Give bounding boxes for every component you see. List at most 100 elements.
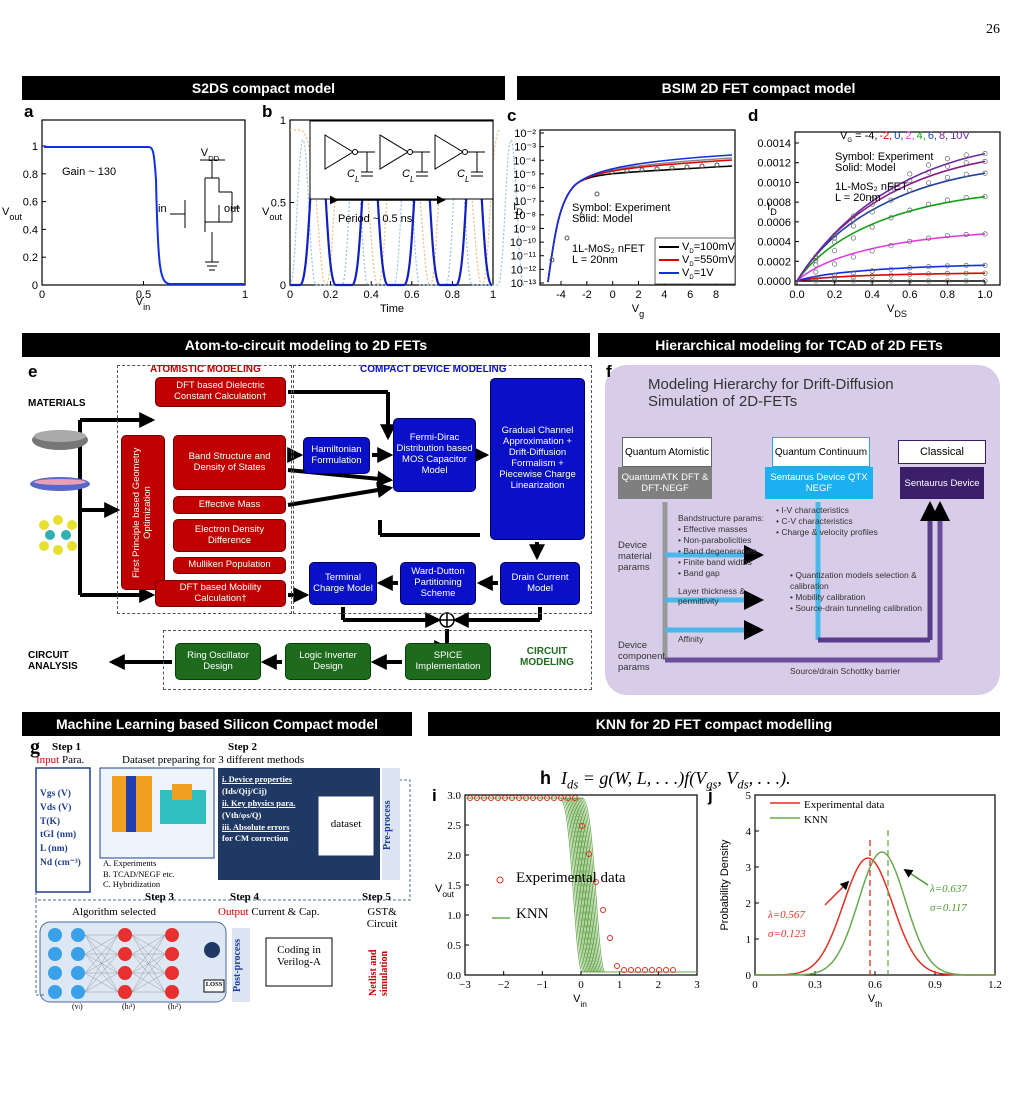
section-header: Machine Learning based Silicon Compact m… (22, 712, 412, 736)
legend: Experimental data KNN (516, 870, 626, 922)
marker (656, 967, 662, 973)
circuit-label: in (158, 203, 167, 215)
marker (850, 274, 856, 280)
note: Symbol: Experiment (572, 202, 670, 214)
item-list: i. Device properties (Ids/Qij/Cij) ii. Key… (222, 774, 318, 845)
param: T(K) (40, 816, 61, 827)
y-tick-label: 0 (32, 280, 38, 292)
curve (465, 797, 697, 973)
x-tick-label: 1 (242, 289, 248, 301)
marker (813, 276, 819, 283)
label-base: V (682, 241, 690, 253)
marker (467, 795, 473, 801)
synapse (131, 934, 166, 955)
step: Step 4 (230, 891, 260, 903)
molecule-icons (30, 430, 90, 555)
marker (564, 235, 570, 241)
param: L (nm) (40, 844, 68, 855)
plot-frame (794, 131, 1001, 286)
curve (465, 797, 697, 973)
marker (982, 278, 988, 284)
axis-label-sub: th (875, 999, 882, 1009)
axis-label-sub: g (639, 309, 644, 319)
x-tick-label: -4 (556, 289, 566, 301)
circuit-sketch (170, 159, 240, 271)
marker (869, 209, 875, 215)
item: i. Device properties (222, 774, 292, 784)
process-box: SPICE Implementation (405, 643, 491, 680)
process-box: Ward-Dutton Partitioning Scheme (400, 562, 476, 605)
marker (869, 273, 875, 279)
step: Step 5 (362, 891, 392, 903)
tab-label: Post-process (232, 938, 243, 992)
marker (907, 171, 913, 177)
label-sub: D (689, 275, 694, 281)
process-box: Fermi-Dirac Distribution based MOS Capac… (393, 418, 476, 492)
curve (44, 146, 244, 285)
marker (907, 238, 913, 245)
marker (628, 967, 634, 973)
x-tick-label: 1.0 (977, 289, 992, 301)
y-tick-label: 10⁻⁹ (513, 223, 536, 235)
curve (547, 154, 733, 283)
note: Symbol: Experiment (835, 151, 933, 163)
marker (982, 151, 988, 157)
marker (639, 167, 645, 173)
tab-label: Pre-process (382, 800, 393, 850)
legend-value: 6, (928, 130, 937, 142)
neuron (165, 966, 179, 980)
formula-part: I (561, 768, 568, 788)
process-box: DFT based Dielectric Constant Calculatio… (155, 377, 286, 407)
curve (465, 797, 697, 973)
x-tick-label: 0.0 (789, 289, 804, 301)
list-item: Charge & velocity profiles (776, 527, 877, 538)
step: Step 2 (228, 741, 258, 753)
synapse (131, 953, 166, 993)
legend-value: 8, (939, 130, 948, 142)
x-tick-label: 0 (578, 979, 584, 991)
marker (888, 266, 894, 272)
y-tick-label: 0.4 (23, 224, 38, 236)
marker (624, 168, 630, 174)
x-tick-label: 1 (490, 289, 496, 301)
circuit-label: CL (347, 168, 359, 184)
marker (850, 217, 856, 223)
y-tick-label: 3.0 (447, 790, 461, 802)
marker (509, 795, 515, 801)
neuron (48, 985, 62, 999)
y-tick-label: 10⁻¹² (511, 264, 537, 276)
synapse (84, 934, 119, 974)
group-title: ATOMISTIC MODELING (150, 364, 261, 375)
marker (888, 243, 894, 249)
formula-part: , V (717, 768, 738, 788)
marker (813, 269, 819, 275)
marker (869, 248, 875, 254)
marker (963, 152, 969, 158)
neuron (204, 942, 220, 958)
group-title: COMPACT DEVICE MODELING (360, 364, 507, 375)
step: Step 1 (52, 741, 82, 753)
inverter-sketch (379, 134, 430, 177)
circuit-label: CL (457, 168, 469, 184)
plot-frame (41, 119, 246, 286)
label-sub: D (689, 249, 694, 255)
y-tick-label: 5 (746, 790, 752, 802)
marker (869, 196, 875, 203)
marker (669, 165, 675, 171)
list-title: Bandstructure params: (678, 513, 764, 523)
label-base: C (402, 168, 410, 180)
synapse (84, 953, 119, 993)
axis-label: Vin (136, 296, 150, 312)
axis-label: ID (767, 201, 777, 217)
tab-label: Netlist and simulation (368, 949, 390, 997)
section-header: BSIM 2D FET compact model (517, 76, 1000, 100)
curve (755, 851, 995, 976)
axis-label: ID (513, 201, 523, 217)
axis-label-base: V (632, 303, 640, 315)
label: Dataset preparing for 3 different method… (122, 754, 305, 766)
marker (607, 935, 613, 941)
curve (465, 797, 697, 973)
x-tick-label: 0 (752, 979, 758, 991)
item: (Vth/φs/Q) (222, 809, 262, 820)
marker (926, 201, 932, 207)
